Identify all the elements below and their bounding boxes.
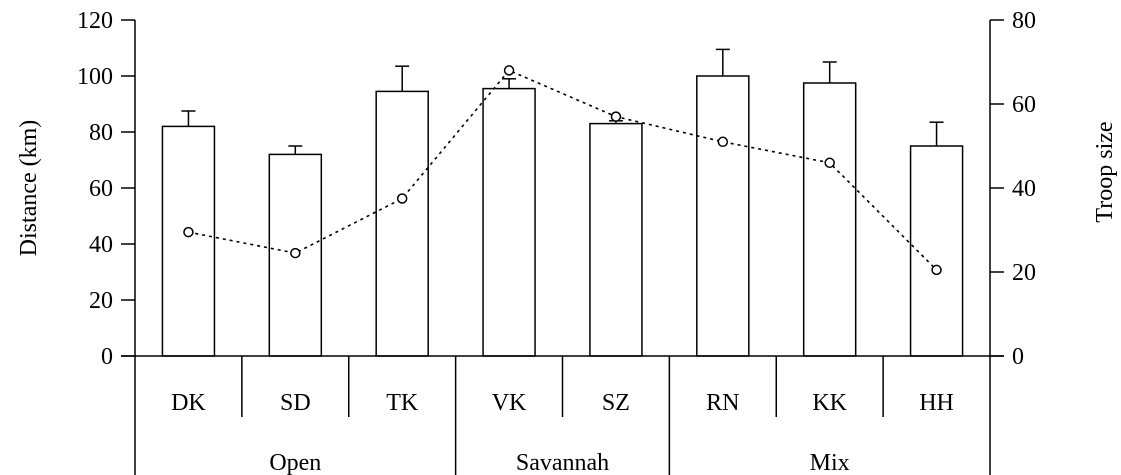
y-tick-label-left: 60 — [89, 176, 113, 202]
troop-size-series — [183, 65, 942, 276]
category-label: HH — [919, 390, 954, 416]
bar — [696, 75, 750, 357]
group-label: Savannah — [516, 450, 609, 475]
category-label: KK — [812, 390, 847, 416]
y-tick-label-left: 100 — [77, 64, 113, 90]
y-tick-label-left: 120 — [77, 8, 113, 34]
group-label: Mix — [810, 450, 850, 475]
y-tick-label-right: 60 — [1012, 92, 1036, 118]
bar — [802, 82, 857, 357]
y-tick-label-right: 0 — [1012, 344, 1024, 370]
bar — [161, 125, 216, 357]
y-tick-label-left: 40 — [89, 232, 113, 258]
y-axis-title-left: Distance (km) — [16, 120, 42, 257]
troop-size-point — [717, 136, 729, 148]
y-axis-title-right: Troop size — [1092, 121, 1118, 222]
troop-size-point — [290, 247, 301, 259]
y-tick-label-right: 80 — [1012, 8, 1036, 34]
labels: 0 20 40 60 80 100 120 0 20 40 60 80 DK SD TK VK SZ RN KK HH… — [77, 8, 1036, 475]
y-tick-label-left: 0 — [101, 344, 113, 370]
bars — [161, 48, 964, 357]
bar — [589, 122, 643, 357]
category-label: RN — [706, 390, 739, 416]
y-tick-label-left: 20 — [89, 288, 113, 314]
troop-size-point — [931, 264, 942, 276]
category-label: TK — [386, 390, 419, 416]
group-label: Open — [269, 450, 321, 475]
troop-size-point — [610, 111, 622, 122]
y-tick-label-left: 80 — [89, 120, 113, 146]
troop-size-point — [503, 65, 515, 76]
troop-size-point — [824, 157, 835, 169]
bar — [482, 87, 536, 357]
bar — [375, 90, 429, 357]
category-label: VK — [492, 390, 527, 416]
y-tick-label-right: 20 — [1012, 260, 1036, 286]
troop-size-point — [396, 193, 408, 204]
category-label: DK — [171, 390, 206, 416]
troop-size-point — [183, 226, 194, 238]
troop-size-line — [188, 69, 938, 271]
category-label: SD — [280, 390, 311, 416]
category-table — [134, 356, 991, 475]
y-tick-label-right: 40 — [1012, 176, 1036, 202]
axes — [121, 19, 1004, 357]
category-label: SZ — [602, 390, 630, 416]
